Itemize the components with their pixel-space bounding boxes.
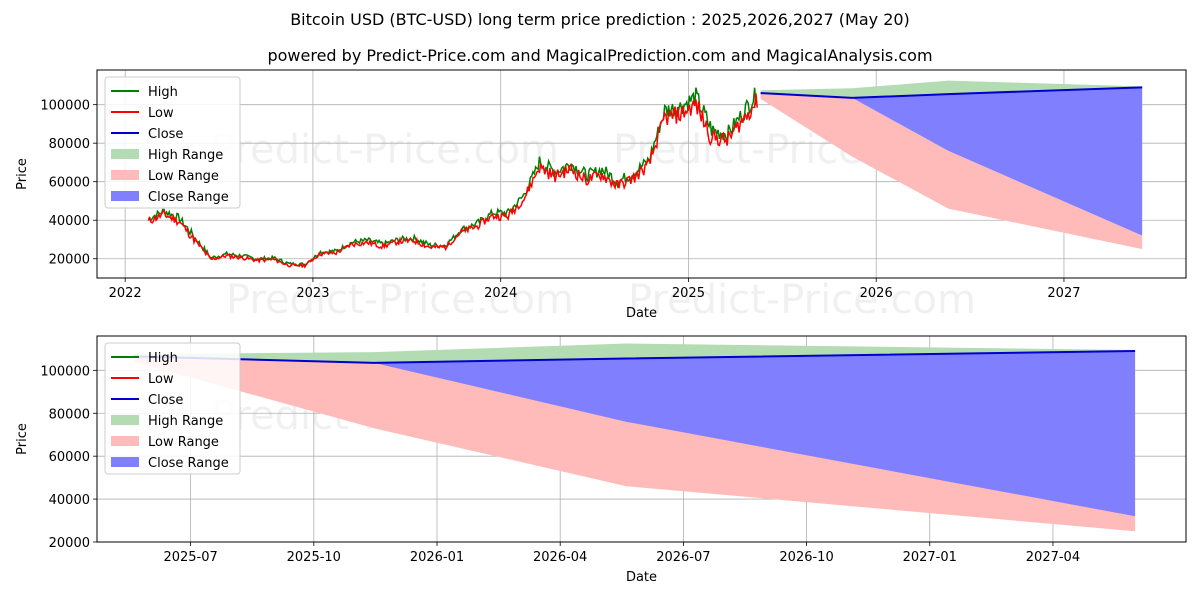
x-tick-label: 2026: [860, 286, 893, 301]
legend-label: High Range: [148, 414, 223, 429]
legend-label: Low: [148, 106, 174, 121]
close-line: [133, 350, 1136, 364]
close-line: [760, 86, 1143, 99]
y-tick-label: 100000: [40, 99, 90, 114]
legend-label: Low Range: [148, 435, 219, 450]
x-tick-label: 2026-01: [410, 550, 464, 565]
watermark-1-a: Predict-Price.com: [211, 127, 559, 173]
legend-label: Low: [148, 372, 174, 387]
plot-frame: [96, 69, 1187, 279]
x-tick-label: 2026-04: [533, 550, 587, 565]
x-tick-label: 2025-10: [287, 550, 341, 565]
x-tick-label: 2025: [672, 286, 705, 301]
y-tick-label: 100000: [40, 364, 90, 379]
chart-subtitle: powered by Predict-Price.com and Magical…: [267, 46, 933, 65]
legend-swatch: [111, 436, 139, 446]
x-tick-label: 2027-01: [903, 550, 957, 565]
x-tick-label: 2026-07: [656, 550, 710, 565]
watermark-1-d: Predict-Price.com: [628, 277, 976, 323]
x-axis-label: Date: [626, 570, 657, 585]
y-tick-label: 80000: [49, 407, 90, 422]
close-range-band: [760, 87, 1143, 236]
high-line-history: [147, 87, 758, 267]
legend-label: High: [148, 351, 178, 366]
legend-swatch: [111, 170, 139, 180]
legend-swatch: [111, 191, 139, 201]
legend-label: High Range: [148, 148, 223, 163]
x-tick-label: 2027-04: [1026, 550, 1080, 565]
legend-label: Close Range: [148, 190, 229, 205]
low-line-history: [147, 93, 758, 269]
x-axis-label: Date: [626, 306, 657, 321]
x-tick-label: 2024: [484, 286, 517, 301]
close-range-band: [133, 351, 1136, 517]
x-tick-label: 2023: [296, 286, 329, 301]
y-tick-label: 80000: [49, 137, 90, 152]
x-tick-label: 2027: [1047, 286, 1080, 301]
legend-swatch: [111, 457, 139, 467]
high-range-band: [760, 80, 1143, 98]
y-tick-label: 20000: [49, 253, 90, 268]
watermark-1-c: Predict-Price.com: [226, 277, 574, 323]
x-tick-label: 2025-07: [163, 550, 217, 565]
legend-label: Low Range: [148, 169, 219, 184]
y-axis-label: Price: [15, 158, 30, 190]
plot-frame: [96, 335, 1187, 543]
low-range-band: [760, 93, 1143, 250]
legend-label: Close Range: [148, 456, 229, 471]
x-tick-label: 2026-10: [779, 550, 833, 565]
y-tick-label: 60000: [49, 176, 90, 191]
y-axis-label: Price: [15, 423, 30, 455]
y-tick-label: 40000: [49, 493, 90, 508]
legend-swatch: [111, 415, 139, 425]
y-tick-label: 40000: [49, 214, 90, 229]
x-tick-label: 2022: [109, 286, 142, 301]
legend-label: Close: [148, 393, 183, 408]
legend-label: Close: [148, 127, 183, 142]
legend-swatch: [111, 149, 139, 159]
high-range-band: [133, 343, 1136, 363]
legend-label: High: [148, 85, 178, 100]
y-tick-label: 60000: [49, 450, 90, 465]
y-tick-label: 20000: [49, 536, 90, 551]
chart-title: Bitcoin USD (BTC-USD) long term price pr…: [290, 10, 910, 29]
